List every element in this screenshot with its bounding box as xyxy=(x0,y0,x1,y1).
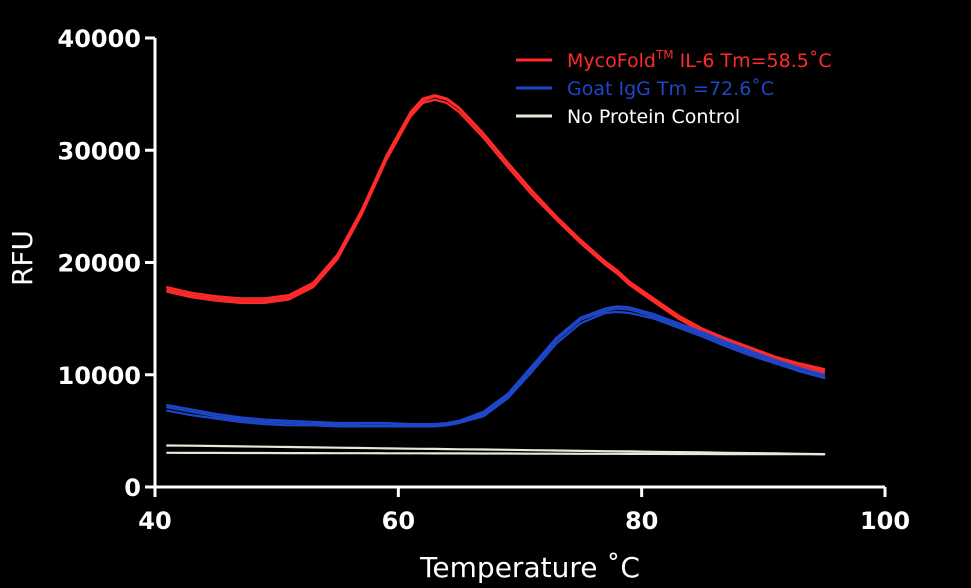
series-3-replicate-2-line xyxy=(166,451,826,456)
y-tick-label: 0 xyxy=(124,474,141,502)
series-2-replicate-2-line xyxy=(166,310,826,428)
x-tick-label: 60 xyxy=(382,507,415,535)
series-2-replicate-3-line xyxy=(166,305,826,426)
x-tick-label: 100 xyxy=(860,507,910,535)
y-axis-title: RFU xyxy=(6,230,39,286)
legend-label-3: No Protein Control xyxy=(567,106,740,128)
legend: MycoFoldTM IL-6 Tm=58.5˚C Goat IgG Tm =72… xyxy=(516,48,832,128)
series-lines xyxy=(166,94,826,456)
y-tick-label: 10000 xyxy=(58,362,142,390)
series-2-replicate-1-line xyxy=(166,307,826,427)
series-1-replicate-3-line xyxy=(166,94,826,371)
y-tick-label: 20000 xyxy=(58,250,142,278)
x-tick-label: 80 xyxy=(625,507,658,535)
x-axis-title: Temperature ˚C xyxy=(419,551,640,584)
y-tick-label: 40000 xyxy=(58,25,142,53)
x-tick-label: 40 xyxy=(138,507,171,535)
legend-label-1: MycoFoldTM IL-6 Tm=58.5˚C xyxy=(567,48,832,72)
legend-label-2: Goat IgG Tm =72.6˚C xyxy=(567,78,774,100)
plot-area: 40 60 80 100 0 10000 20000 30000 40000 xyxy=(58,25,911,535)
series-3-replicate-1-line xyxy=(166,444,826,456)
axis-ticks: 40 60 80 100 0 10000 20000 30000 40000 xyxy=(58,25,911,535)
y-tick-label: 30000 xyxy=(58,137,142,165)
